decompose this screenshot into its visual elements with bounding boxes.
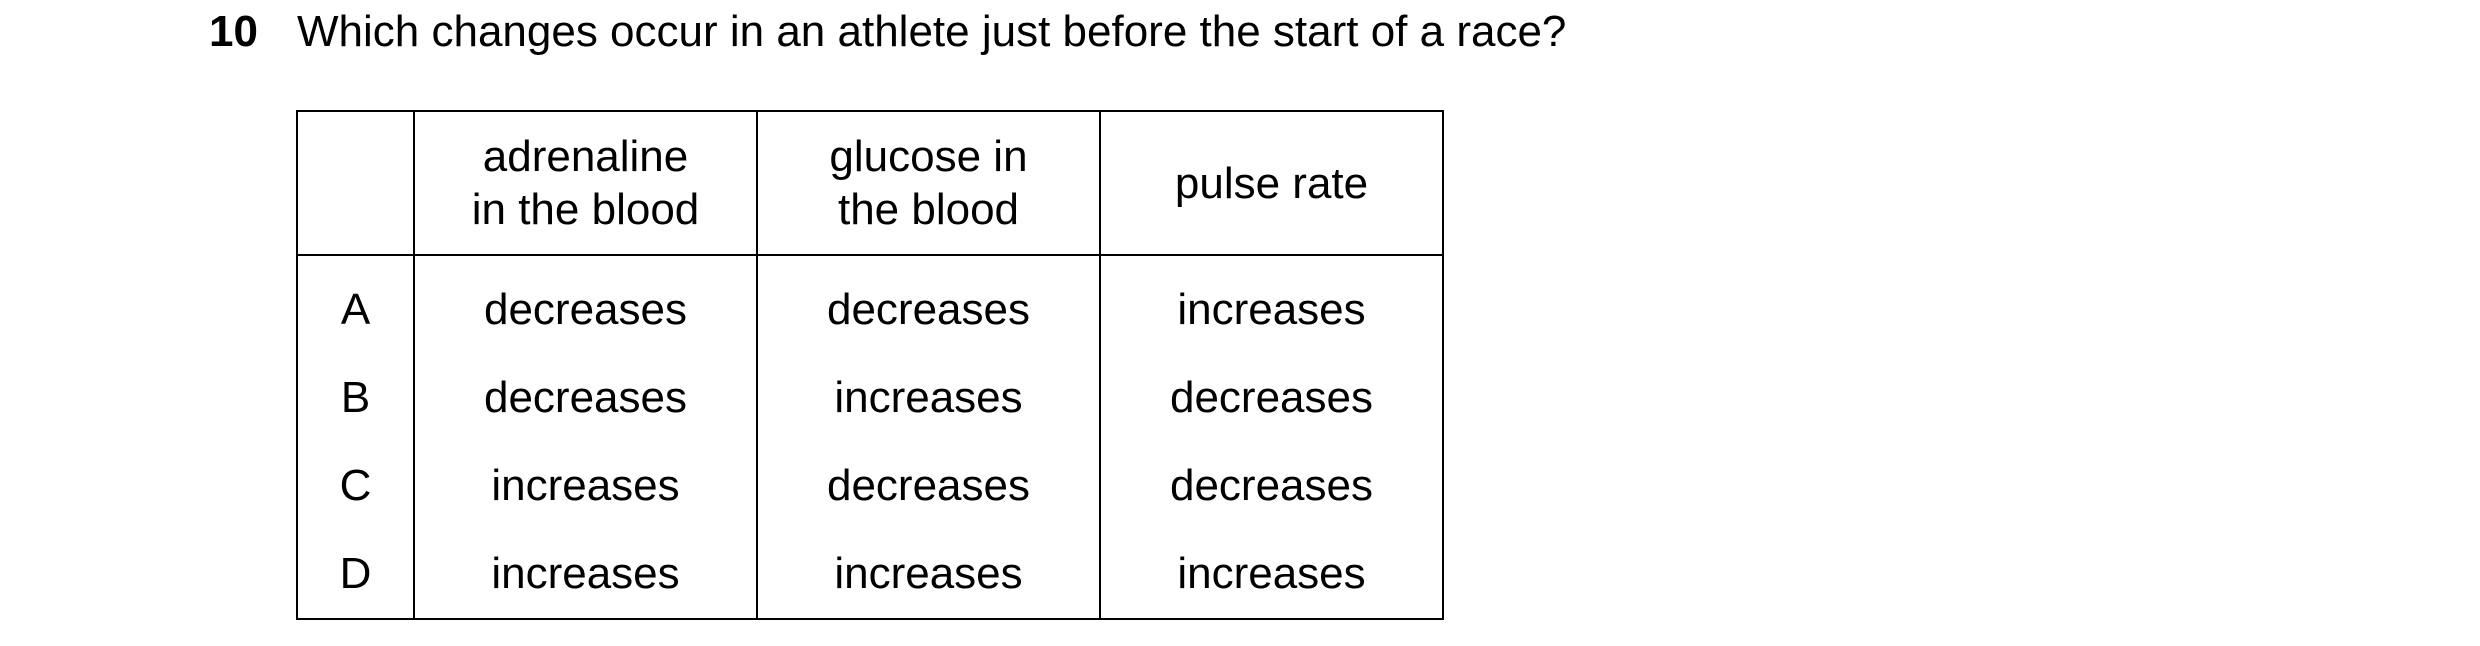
option-letter: A [296,255,415,354]
table-row: C increases decreases decreases [296,442,1444,530]
table-cell: increases [1099,530,1444,619]
table-cell: increases [1099,255,1444,354]
table-cell: decreases [756,442,1101,530]
header-adrenaline: adrenaline in the blood [413,111,758,256]
question-text: Which changes occur in an athlete just b… [297,7,1567,56]
option-letter: B [296,354,415,442]
header-glucose: glucose in the blood [756,111,1101,256]
table-cell: increases [756,354,1101,442]
header-line: adrenaline [482,132,689,181]
header-line: pulse rate [1174,158,1369,208]
header-line: glucose in [829,132,1028,181]
table-row: A decreases decreases increases [296,255,1444,354]
question-number: 10 [209,7,258,56]
header-line: in the blood [471,185,700,234]
table-cell: increases [756,530,1101,619]
header-empty-cell [296,111,415,256]
table-row: D increases increases increases [296,530,1444,619]
table-cell: decreases [413,255,758,354]
table-cell: decreases [413,354,758,442]
header-pulse-rate: pulse rate [1099,111,1444,256]
header-line: the blood [837,185,1020,234]
table-cell: decreases [756,255,1101,354]
table-cell: increases [413,442,758,530]
table-cell: decreases [1099,354,1444,442]
option-letter: D [296,530,415,619]
table-cell: decreases [1099,442,1444,530]
table-cell: increases [413,530,758,619]
answer-table: adrenaline in the blood glucose in the b… [296,110,1444,620]
table-header-row: adrenaline in the blood glucose in the b… [296,111,1444,256]
option-letter: C [296,442,415,530]
table-row: B decreases increases decreases [296,354,1444,442]
